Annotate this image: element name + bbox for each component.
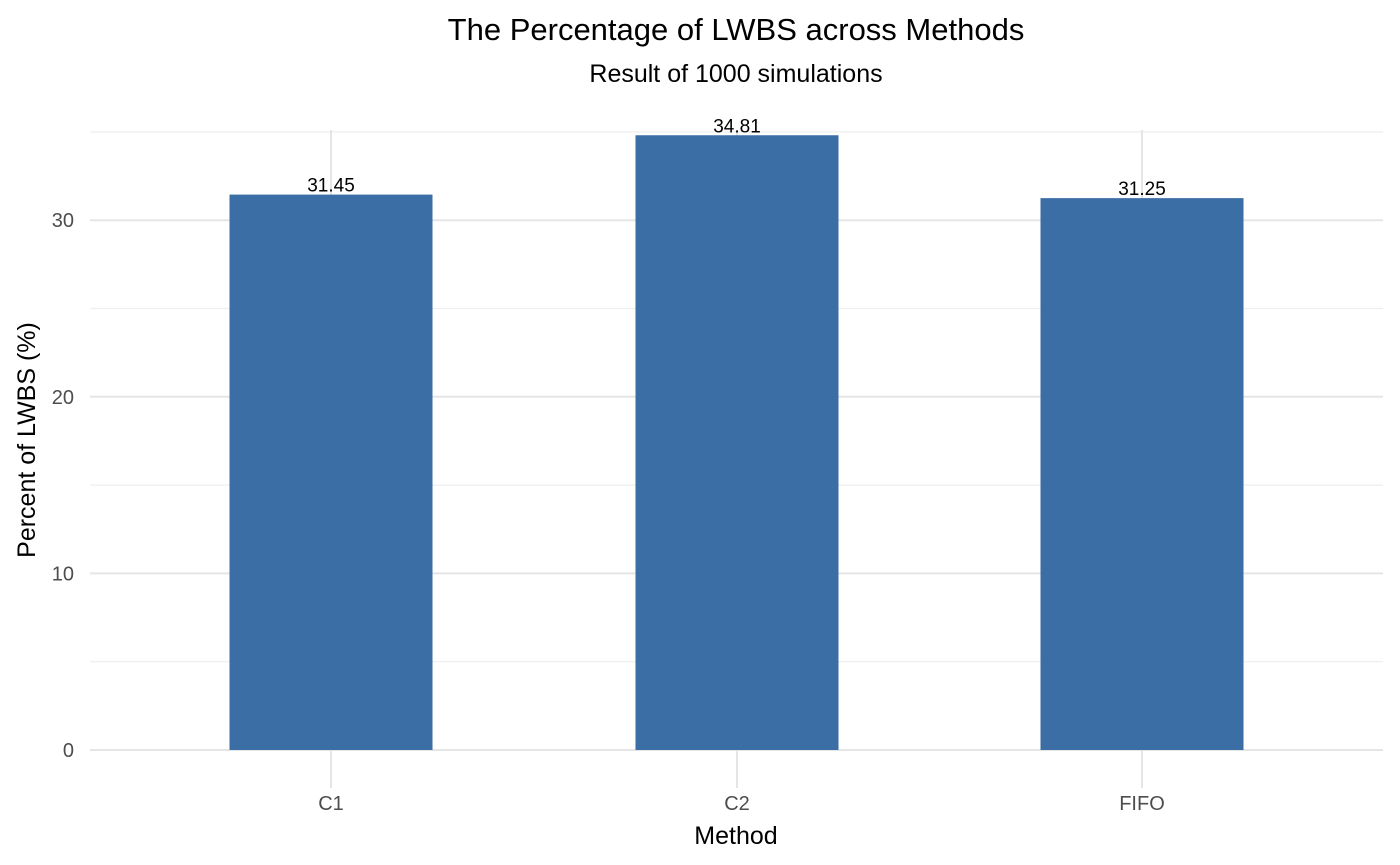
y-tick-label: 10: [52, 563, 74, 585]
y-axis-ticks: 0 10 20 30: [52, 210, 74, 762]
bar-fifo: [1040, 198, 1244, 750]
data-label-fifo: 31.25: [1118, 179, 1166, 200]
data-labels: 31.45 34.81 31.25: [307, 116, 1166, 200]
bars: [229, 135, 1244, 751]
chart-title: The Percentage of LWBS across Methods: [448, 12, 1025, 47]
x-tick-label: C1: [318, 793, 344, 815]
data-label-c1: 31.45: [307, 176, 355, 197]
y-tick-label: 0: [63, 740, 74, 762]
y-tick-label: 20: [52, 387, 74, 409]
y-tick-label: 30: [52, 210, 74, 232]
chart-subtitle: Result of 1000 simulations: [589, 60, 882, 88]
x-tick-label: FIFO: [1119, 793, 1165, 815]
y-axis-title: Percent of LWBS (%): [13, 322, 41, 558]
x-axis-title: Method: [694, 822, 777, 850]
bar-c2: [635, 135, 839, 751]
bar-c1: [229, 194, 433, 750]
data-label-c2: 34.81: [713, 116, 761, 137]
x-axis-ticks: C1 C2 FIFO: [318, 793, 1165, 815]
x-tick-label: C2: [724, 793, 750, 815]
